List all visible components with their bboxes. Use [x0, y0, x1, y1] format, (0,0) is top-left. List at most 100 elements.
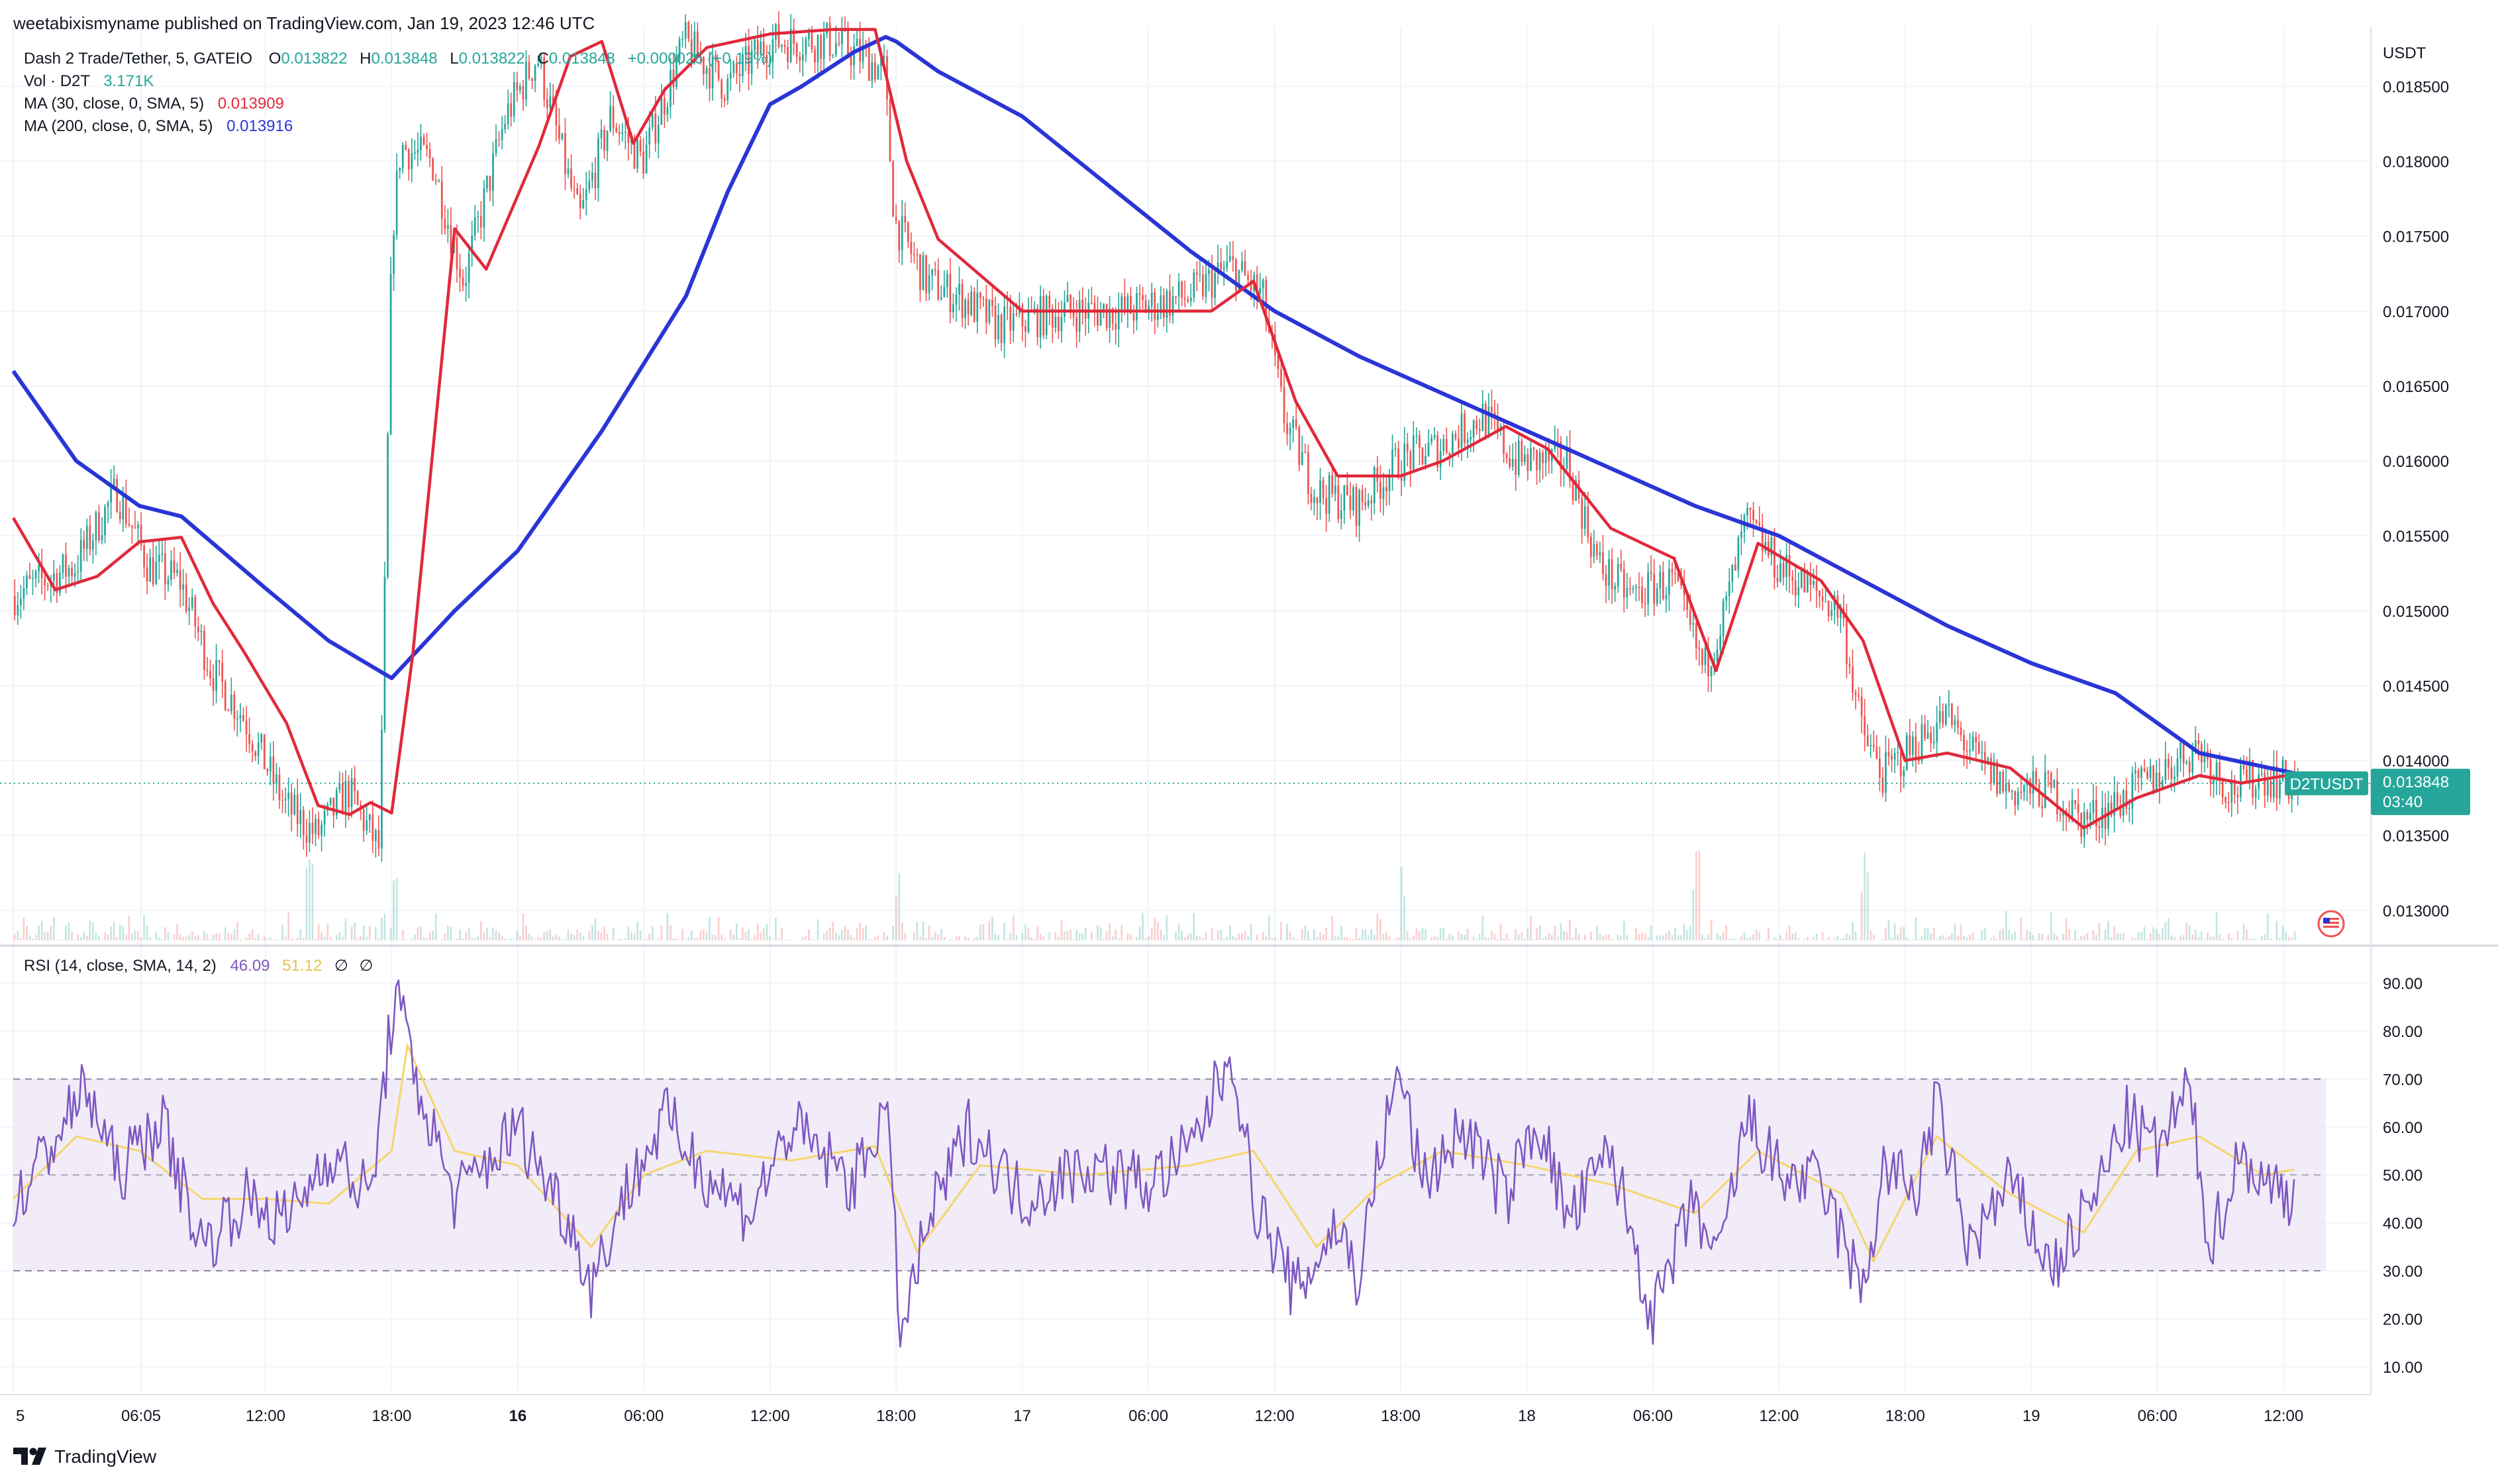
volume-bar	[182, 937, 184, 940]
legend-symbol[interactable]: Dash 2 Trade/Tether, 5, GATEIO O0.013822…	[24, 50, 772, 68]
candle-body	[1232, 256, 1234, 260]
ohlc-close-label: C	[537, 50, 548, 68]
volume-bar	[1506, 934, 1508, 940]
candle-body	[1915, 736, 1917, 758]
candle-body	[2152, 766, 2154, 791]
volume-bar	[2243, 924, 2245, 940]
candle-body	[291, 793, 293, 815]
volume-bar	[1572, 938, 1574, 940]
candle-body	[293, 795, 295, 815]
candle-body	[1344, 485, 1346, 511]
volume-bar	[748, 929, 750, 940]
candle-body	[1951, 704, 1953, 725]
candle-body	[507, 103, 509, 124]
candle-body	[2162, 780, 2164, 787]
time-tick-label: 18	[1518, 1407, 1536, 1425]
volume-bar	[2210, 937, 2212, 940]
volume-bar	[1951, 933, 1953, 940]
candle-body	[447, 225, 449, 228]
legend-volume[interactable]: Vol · D2T 3.171K	[24, 72, 154, 90]
volume-bar	[1304, 926, 1306, 940]
volume-bar	[1157, 922, 1159, 940]
volume-bar	[568, 930, 570, 940]
candle-body	[104, 507, 106, 535]
legend-ma30[interactable]: MA (30, close, 0, SMA, 5) 0.013909	[24, 95, 284, 113]
candle-body	[2077, 804, 2079, 813]
rsi-axis[interactable]: 90.0080.0070.0060.0050.0040.0030.0020.00…	[2383, 975, 2423, 1377]
volume-bar	[904, 933, 906, 940]
volume-bar	[1969, 934, 1971, 940]
candlestick-series[interactable]	[14, 11, 2299, 862]
candle-body	[2017, 792, 2019, 805]
candle-body	[468, 253, 470, 283]
candle-body	[814, 50, 816, 62]
candle-body	[2255, 789, 2257, 797]
candle-body	[2270, 781, 2272, 797]
candle-body	[989, 300, 991, 322]
candle-body	[1397, 448, 1399, 477]
volume-bar	[1807, 937, 1809, 940]
candle-body	[29, 575, 31, 579]
candle-body	[1644, 603, 1646, 605]
volume-bar	[2032, 935, 2034, 940]
candle-body	[1695, 623, 1697, 648]
volume-bar	[537, 937, 539, 940]
candle-body	[1791, 577, 1793, 581]
legend-rsi[interactable]: RSI (14, close, SMA, 14, 2) 46.09 51.12 …	[24, 957, 373, 975]
volume-bar	[1473, 937, 1475, 940]
volume-bar	[1903, 926, 1905, 940]
volume-bar	[447, 926, 449, 940]
candle-body	[516, 82, 518, 91]
candle-body	[2105, 808, 2107, 828]
volume-bar	[2095, 935, 2097, 940]
us-flag-icon[interactable]	[2319, 911, 2344, 936]
legend-ma200[interactable]: MA (200, close, 0, SMA, 5) 0.013916	[24, 117, 293, 135]
candle-body	[841, 29, 843, 44]
volume-bar	[1599, 934, 1601, 940]
candle-body	[1527, 454, 1529, 471]
candle-body	[784, 45, 786, 47]
candle-body	[1046, 296, 1048, 335]
volume-bar	[543, 932, 545, 940]
volume-bar	[2083, 935, 2085, 940]
candle-body	[287, 793, 289, 799]
volume-bar	[321, 932, 323, 940]
volume-bar	[721, 934, 723, 940]
candle-body	[1852, 666, 1854, 693]
volume-bar	[158, 938, 160, 940]
candle-body	[53, 573, 55, 580]
candle-body	[931, 270, 933, 275]
candle-body	[667, 107, 669, 115]
candle-body	[2228, 803, 2230, 804]
volume-bar	[1295, 939, 1297, 940]
volume-bar	[1040, 934, 1042, 940]
candle-body	[444, 219, 446, 229]
candle-body	[1401, 478, 1403, 481]
candle-body	[917, 254, 919, 256]
last-price-badge[interactable]: 0.013848 03:40	[2371, 769, 2470, 815]
volume-bar	[1861, 891, 1863, 940]
ma200-line[interactable]	[13, 37, 2294, 773]
candle-body	[895, 217, 897, 221]
time-tick-label: 06:00	[624, 1407, 664, 1425]
volume-bar	[315, 939, 317, 940]
volume-bar	[1187, 934, 1189, 940]
volume-bar	[227, 933, 229, 940]
volume-bar	[1873, 934, 1875, 940]
volume-bar	[209, 939, 211, 940]
volume-bar	[697, 938, 699, 940]
candle-body	[1614, 586, 1616, 589]
candle-body	[1795, 581, 1797, 595]
candle-body	[1822, 597, 1824, 601]
volume-bar	[1238, 933, 1240, 940]
symbol-badge[interactable]: D2TUSDT	[2285, 771, 2368, 795]
volume-bar	[1058, 937, 1060, 940]
volume-bar	[2020, 918, 2022, 940]
candle-body	[970, 291, 972, 315]
volume-bar	[1272, 938, 1274, 940]
volume-bar	[417, 927, 419, 940]
volume-bar	[29, 935, 31, 940]
tradingview-logo[interactable]: TradingView	[13, 1446, 157, 1467]
